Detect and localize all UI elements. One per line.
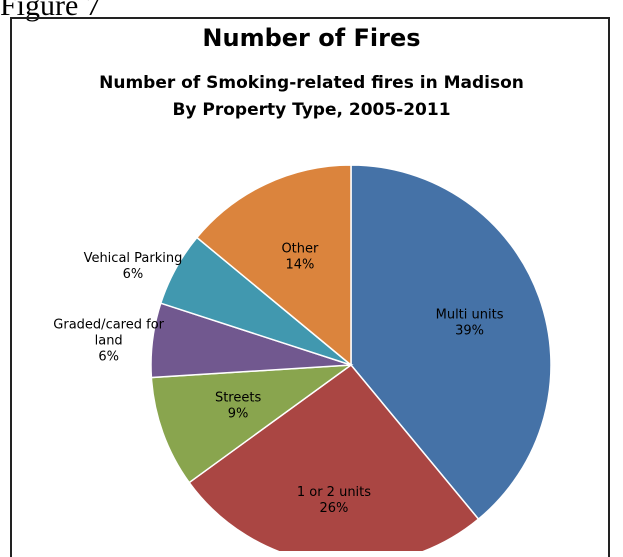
slice-category-label-2: Streets xyxy=(215,391,262,406)
chart-subtitle-line-2: By Property Type, 2005-2011 xyxy=(172,100,451,120)
pie-slice-1 xyxy=(188,363,480,551)
slice-value-label-1: 26% xyxy=(320,501,349,516)
slice-category-label-3: land xyxy=(95,334,123,349)
slice-category-label-3: Graded/cared for xyxy=(53,318,164,333)
slice-value-label-0: 39% xyxy=(455,323,484,338)
slice-value-label-3: 6% xyxy=(98,350,119,365)
pie-slice-0 xyxy=(350,164,552,521)
slice-value-label-4: 6% xyxy=(123,267,144,282)
slice-value-label-2: 9% xyxy=(228,407,249,422)
slice-category-label-0: Multi units xyxy=(436,307,504,322)
chart-subtitle-line-1: Number of Smoking-related fires in Madis… xyxy=(99,73,524,93)
chart-frame xyxy=(10,17,610,557)
figure-caption: Figure 7 xyxy=(0,0,101,22)
slice-category-label-4: Vehical Parking xyxy=(84,251,183,266)
chart-title: Number of Fires xyxy=(202,24,421,52)
pie-slice-2 xyxy=(150,364,354,484)
pie-slice-5 xyxy=(195,164,352,367)
slice-category-label-5: Other xyxy=(281,241,319,256)
slice-category-label-1: 1 or 2 units xyxy=(297,485,371,500)
slice-value-label-5: 14% xyxy=(285,257,314,272)
